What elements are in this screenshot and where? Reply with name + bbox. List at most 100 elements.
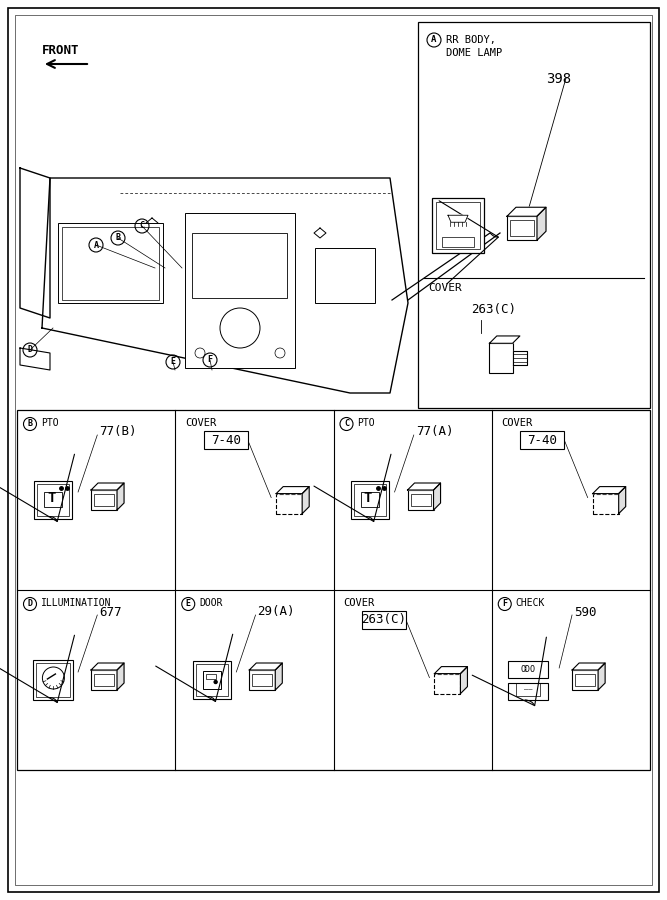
- Polygon shape: [512, 351, 527, 365]
- Polygon shape: [537, 207, 546, 240]
- Bar: [195, 664, 227, 696]
- Text: COVER: COVER: [502, 418, 533, 428]
- Text: COVER: COVER: [185, 418, 217, 428]
- Polygon shape: [117, 483, 124, 510]
- Bar: [436, 202, 480, 249]
- Bar: [33, 660, 73, 700]
- Text: D: D: [27, 346, 33, 355]
- Bar: [361, 492, 379, 507]
- Bar: [249, 670, 275, 690]
- Text: E: E: [185, 599, 191, 608]
- Bar: [432, 198, 484, 253]
- Bar: [91, 490, 117, 510]
- Bar: [192, 233, 287, 298]
- Bar: [35, 481, 73, 519]
- Text: A: A: [93, 240, 99, 249]
- Text: 77(A): 77(A): [416, 426, 454, 438]
- Polygon shape: [117, 663, 124, 690]
- Polygon shape: [448, 215, 468, 222]
- Polygon shape: [460, 667, 468, 694]
- Bar: [94, 674, 114, 686]
- Bar: [442, 237, 474, 247]
- Circle shape: [214, 680, 217, 683]
- Bar: [354, 484, 386, 516]
- Bar: [203, 431, 247, 449]
- Polygon shape: [249, 663, 282, 670]
- Text: RR BODY,: RR BODY,: [446, 35, 496, 45]
- Text: F: F: [207, 356, 213, 364]
- Bar: [17, 410, 650, 770]
- Bar: [510, 220, 534, 236]
- Text: B: B: [115, 233, 121, 242]
- Polygon shape: [91, 663, 124, 670]
- Text: PTO: PTO: [41, 418, 59, 428]
- Bar: [193, 661, 231, 699]
- Polygon shape: [593, 487, 626, 493]
- Text: 677: 677: [99, 606, 122, 618]
- Text: PTO: PTO: [358, 418, 375, 428]
- Bar: [507, 216, 537, 240]
- Bar: [37, 484, 69, 516]
- Text: 7-40: 7-40: [211, 434, 241, 446]
- Text: T: T: [47, 491, 55, 505]
- Polygon shape: [275, 663, 282, 690]
- Bar: [203, 671, 221, 689]
- Bar: [94, 494, 114, 506]
- Text: C: C: [139, 221, 145, 230]
- Bar: [315, 248, 375, 303]
- Bar: [520, 431, 564, 449]
- Polygon shape: [619, 487, 626, 514]
- Polygon shape: [276, 487, 309, 493]
- Polygon shape: [408, 483, 440, 490]
- Text: 29(A): 29(A): [257, 606, 295, 618]
- Bar: [362, 611, 406, 629]
- Text: C: C: [344, 419, 349, 428]
- Polygon shape: [598, 663, 605, 690]
- Bar: [62, 227, 159, 300]
- Polygon shape: [91, 483, 124, 490]
- Text: 263(C): 263(C): [362, 614, 406, 626]
- Bar: [575, 674, 595, 686]
- Bar: [408, 490, 434, 510]
- Polygon shape: [302, 487, 309, 514]
- Bar: [58, 223, 163, 303]
- Polygon shape: [20, 348, 50, 370]
- Polygon shape: [572, 663, 605, 670]
- Text: F: F: [502, 599, 507, 608]
- Polygon shape: [507, 207, 546, 216]
- Bar: [508, 661, 548, 678]
- Polygon shape: [20, 168, 50, 318]
- Bar: [45, 492, 63, 507]
- Bar: [508, 683, 548, 700]
- Text: FRONT: FRONT: [42, 43, 79, 57]
- Text: CHECK: CHECK: [516, 598, 545, 608]
- Text: ODO: ODO: [521, 665, 536, 674]
- Text: 263(C): 263(C): [471, 303, 516, 316]
- Text: 398: 398: [546, 72, 571, 86]
- Bar: [351, 481, 389, 519]
- Polygon shape: [42, 178, 408, 393]
- Text: 590: 590: [574, 606, 596, 618]
- Bar: [205, 674, 215, 679]
- Text: COVER: COVER: [344, 598, 375, 608]
- Bar: [252, 674, 272, 686]
- Text: T: T: [364, 491, 372, 505]
- Bar: [91, 670, 117, 690]
- Text: E: E: [171, 357, 175, 366]
- Bar: [490, 343, 512, 373]
- Bar: [185, 213, 295, 368]
- Text: DOOR: DOOR: [199, 598, 223, 608]
- Text: DOME LAMP: DOME LAMP: [446, 48, 502, 58]
- Text: COVER: COVER: [428, 283, 462, 293]
- Text: ——: ——: [524, 687, 532, 692]
- Polygon shape: [434, 667, 468, 673]
- Bar: [516, 683, 540, 696]
- Bar: [37, 663, 71, 697]
- Polygon shape: [490, 336, 520, 343]
- Text: 7-40: 7-40: [527, 434, 557, 446]
- Text: B: B: [27, 419, 33, 428]
- Bar: [572, 670, 598, 690]
- Text: ILLUMINATION: ILLUMINATION: [41, 598, 111, 608]
- Bar: [410, 494, 430, 506]
- Polygon shape: [434, 483, 440, 510]
